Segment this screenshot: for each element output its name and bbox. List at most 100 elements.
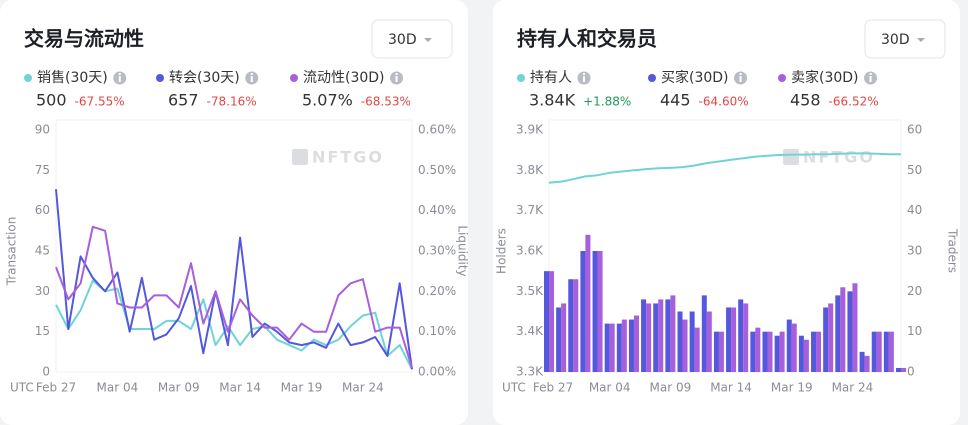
x-tick-label: Mar 09 — [158, 381, 200, 395]
bar — [556, 307, 562, 372]
bar — [646, 303, 652, 372]
bar — [791, 323, 797, 372]
bar — [755, 327, 761, 372]
series-line — [55, 225, 413, 369]
bar — [816, 331, 822, 372]
y2-tick-label: 0.50% — [418, 163, 456, 177]
bar — [738, 299, 744, 372]
info-icon-dot — [869, 73, 872, 75]
x-tick-label: Mar 04 — [589, 381, 631, 395]
watermark-text: NFTGO — [312, 148, 384, 167]
bar — [859, 351, 865, 372]
x-tick-label: Mar 19 — [281, 381, 323, 395]
y2-tick-label: 50 — [907, 163, 922, 177]
series-line — [548, 152, 901, 184]
stat-value: 458 — [790, 91, 821, 110]
watermark: NFTGO — [783, 148, 873, 167]
y2-tick-label: 0.00% — [418, 365, 456, 379]
y-tick-label: 3.3K — [516, 365, 544, 379]
legend-name: 持有人 — [530, 70, 572, 86]
x-tick-label: Mar 24 — [342, 381, 384, 395]
y-tick-label: 3.5K — [516, 284, 544, 298]
panel: 持有人和交易员 30D 持有人 3.84K +1.88% 买家(30D) 445 -64.60… — [493, 0, 960, 425]
bar — [713, 331, 719, 372]
x-tick-label: Mar 09 — [650, 381, 692, 395]
legend-name: 买家(30D) — [661, 69, 729, 86]
bar — [864, 355, 870, 372]
series-line — [55, 189, 413, 370]
bar — [665, 299, 671, 372]
stat-value: 500 — [36, 91, 67, 110]
bar — [604, 323, 610, 372]
info-icon-glyph — [395, 76, 398, 82]
bar — [852, 283, 858, 372]
y2-tick-label: 0 — [907, 365, 915, 379]
bar — [798, 335, 804, 372]
y2-tick-label: 0.20% — [418, 284, 456, 298]
stat-change: -64.60% — [699, 95, 749, 109]
bar — [750, 331, 756, 372]
bar — [835, 295, 841, 372]
bar — [803, 339, 809, 372]
bar — [743, 303, 749, 372]
bar — [901, 367, 906, 372]
legend-dot — [648, 74, 656, 82]
stat-change: -68.53% — [361, 95, 411, 109]
stat-change: -67.55% — [75, 95, 125, 109]
dropdown-caret — [917, 38, 925, 42]
legend-dot — [778, 74, 786, 82]
bar — [641, 299, 647, 372]
y-tick-label: 3.8K — [516, 163, 544, 177]
bar — [896, 367, 901, 372]
x-tick-label: Mar 04 — [97, 381, 139, 395]
panel-title: 交易与流动性 — [24, 27, 144, 51]
bar — [767, 331, 773, 372]
plot-area — [55, 119, 413, 373]
bar — [694, 327, 700, 372]
legend-dot — [24, 74, 32, 82]
bar — [786, 319, 792, 372]
stat-change: -78.16% — [207, 95, 257, 109]
info-icon-glyph — [250, 76, 253, 82]
y-tick-label: 3.9K — [516, 123, 544, 137]
legend-name: 转会(30天) — [169, 70, 240, 86]
bar — [871, 331, 877, 372]
y-tick-label: 75 — [35, 163, 50, 177]
bar — [823, 307, 829, 372]
y-tick-label: 0 — [42, 365, 50, 379]
bar — [585, 234, 591, 372]
x-tick-label: Mar 19 — [771, 381, 813, 395]
stat-value: 3.84K — [529, 91, 576, 110]
legend-dot — [517, 74, 525, 82]
bar — [682, 319, 688, 372]
bar — [726, 307, 732, 372]
bar — [549, 271, 554, 372]
range-dropdown[interactable]: 30D — [371, 19, 453, 59]
bar — [847, 291, 853, 372]
bar — [628, 319, 634, 372]
bar — [718, 331, 724, 372]
x-axis-prefix: UTC — [502, 381, 526, 395]
bar — [876, 331, 882, 372]
dropdown-box — [864, 19, 946, 59]
info-icon-dot — [739, 73, 742, 75]
bar — [762, 331, 768, 372]
y2-tick-label: 20 — [907, 284, 922, 298]
range-dropdown[interactable]: 30D — [864, 19, 946, 59]
y2-axis-title: Traders — [946, 228, 960, 273]
x-tick-label: Mar 14 — [219, 381, 261, 395]
plot-area — [548, 119, 902, 373]
stat-change: +1.88% — [583, 95, 631, 109]
dropdown-label: 30D — [388, 32, 417, 48]
y2-tick-label: 60 — [907, 123, 922, 137]
y2-tick-label: 0.60% — [418, 123, 456, 137]
info-icon-dot — [395, 73, 398, 75]
y2-tick-label: 30 — [907, 244, 922, 258]
x-axis-prefix: UTC — [10, 381, 34, 395]
info-icon-glyph — [118, 76, 121, 82]
bar — [888, 331, 894, 372]
watermark: NFTGO — [292, 148, 384, 167]
y-tick-label: 45 — [35, 244, 50, 258]
info-icon-glyph — [869, 76, 872, 82]
